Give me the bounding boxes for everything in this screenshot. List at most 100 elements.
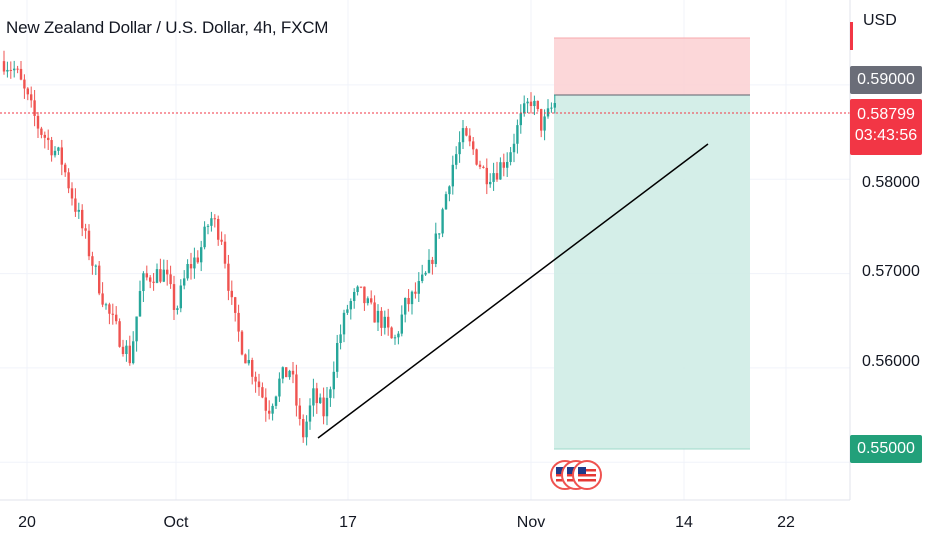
candle-body[interactable] (410, 291, 414, 305)
candle-body[interactable] (359, 286, 363, 288)
candle-body[interactable] (244, 354, 247, 364)
candle-body[interactable] (376, 310, 380, 323)
candle-body[interactable] (193, 257, 196, 269)
candle-body[interactable] (135, 316, 138, 342)
candle-body[interactable] (397, 333, 400, 338)
candle-body[interactable] (506, 161, 509, 168)
candle-body[interactable] (291, 370, 295, 375)
candle-body[interactable] (264, 397, 267, 411)
candle-body[interactable] (26, 88, 29, 95)
candle-body[interactable] (176, 308, 179, 310)
candle-body[interactable] (142, 273, 145, 292)
candle-body[interactable] (145, 273, 148, 278)
candle-body[interactable] (325, 397, 329, 417)
candle-body[interactable] (322, 397, 325, 417)
candle-body[interactable] (169, 274, 172, 285)
candle-body[interactable] (404, 297, 407, 315)
candle-body[interactable] (523, 103, 526, 114)
candle-body[interactable] (424, 272, 427, 275)
candle-body[interactable] (295, 374, 298, 406)
candle-body[interactable] (302, 419, 305, 438)
candle-body[interactable] (315, 388, 318, 404)
candle-body[interactable] (332, 371, 335, 390)
candle-body[interactable] (502, 162, 505, 168)
candle-body[interactable] (550, 107, 553, 109)
candle-body[interactable] (183, 278, 186, 286)
candle-body[interactable] (519, 113, 522, 126)
candle-body[interactable] (553, 102, 556, 108)
candle-body[interactable] (152, 281, 155, 283)
candle-body[interactable] (149, 277, 152, 282)
candle-body[interactable] (448, 186, 451, 195)
candle-body[interactable] (342, 312, 346, 335)
candle-body[interactable] (312, 388, 315, 406)
candle-body[interactable] (257, 381, 261, 388)
candle-body[interactable] (206, 225, 210, 227)
candle-body[interactable] (104, 304, 108, 306)
candle-body[interactable] (370, 298, 373, 303)
candle-body[interactable] (268, 410, 271, 414)
candle-body[interactable] (489, 181, 492, 185)
candle-body[interactable] (36, 115, 40, 129)
candle-body[interactable] (536, 100, 539, 110)
candle-body[interactable] (543, 116, 546, 131)
candle-body[interactable] (482, 166, 485, 168)
candle-body[interactable] (247, 360, 250, 364)
candle-body[interactable] (472, 141, 475, 150)
candle-body[interactable] (101, 293, 104, 305)
candle-body[interactable] (261, 387, 264, 398)
candle-body[interactable] (108, 304, 111, 314)
candle-body[interactable] (485, 167, 488, 185)
candle-body[interactable] (23, 79, 26, 89)
candle-body[interactable] (288, 370, 291, 378)
candle-body[interactable] (546, 108, 550, 117)
candle-body[interactable] (526, 101, 529, 104)
candle-body[interactable] (254, 376, 257, 382)
candle-body[interactable] (431, 259, 434, 264)
candle-body[interactable] (121, 346, 125, 355)
candle-body[interactable] (210, 218, 213, 226)
candle-body[interactable] (478, 164, 482, 167)
candle-body[interactable] (155, 269, 159, 283)
candle-body[interactable] (353, 291, 356, 302)
candle-body[interactable] (19, 68, 23, 80)
candle-body[interactable] (217, 218, 220, 240)
candle-body[interactable] (451, 164, 454, 187)
candle-body[interactable] (50, 140, 53, 156)
candle-body[interactable] (118, 321, 121, 347)
candle-body[interactable] (203, 226, 206, 248)
candle-body[interactable] (468, 135, 471, 142)
candle-body[interactable] (87, 230, 91, 257)
candle-body[interactable] (125, 345, 128, 355)
candle-body[interactable] (533, 100, 536, 107)
candle-body[interactable] (196, 257, 199, 263)
candle-body[interactable] (407, 297, 410, 305)
candle-body[interactable] (509, 152, 512, 162)
candle-body[interactable] (529, 101, 533, 107)
candle-body[interactable] (16, 68, 19, 70)
candle-body[interactable] (495, 173, 499, 180)
candle-body[interactable] (213, 218, 216, 220)
candle-body[interactable] (91, 256, 94, 266)
us-flag-event-icon[interactable] (572, 460, 602, 490)
candle-body[interactable] (43, 134, 46, 138)
candle-body[interactable] (319, 397, 322, 404)
candle-body[interactable] (274, 396, 278, 406)
candle-body[interactable] (162, 269, 165, 282)
trendline[interactable] (317, 143, 709, 439)
candle-body[interactable] (417, 281, 420, 294)
candle-body[interactable] (366, 298, 369, 304)
candle-body[interactable] (240, 331, 244, 355)
candle-body[interactable] (349, 301, 352, 310)
candle-body[interactable] (285, 367, 288, 378)
candle-body[interactable] (400, 314, 403, 334)
candle-body[interactable] (281, 367, 284, 379)
candle-body[interactable] (278, 378, 281, 397)
candle-body[interactable] (461, 128, 465, 143)
candle-body[interactable] (458, 142, 461, 155)
candle-body[interactable] (390, 327, 393, 339)
candle-body[interactable] (475, 149, 478, 165)
candle-body[interactable] (492, 173, 495, 182)
candle-body[interactable] (465, 128, 468, 136)
candle-body[interactable] (47, 137, 50, 141)
